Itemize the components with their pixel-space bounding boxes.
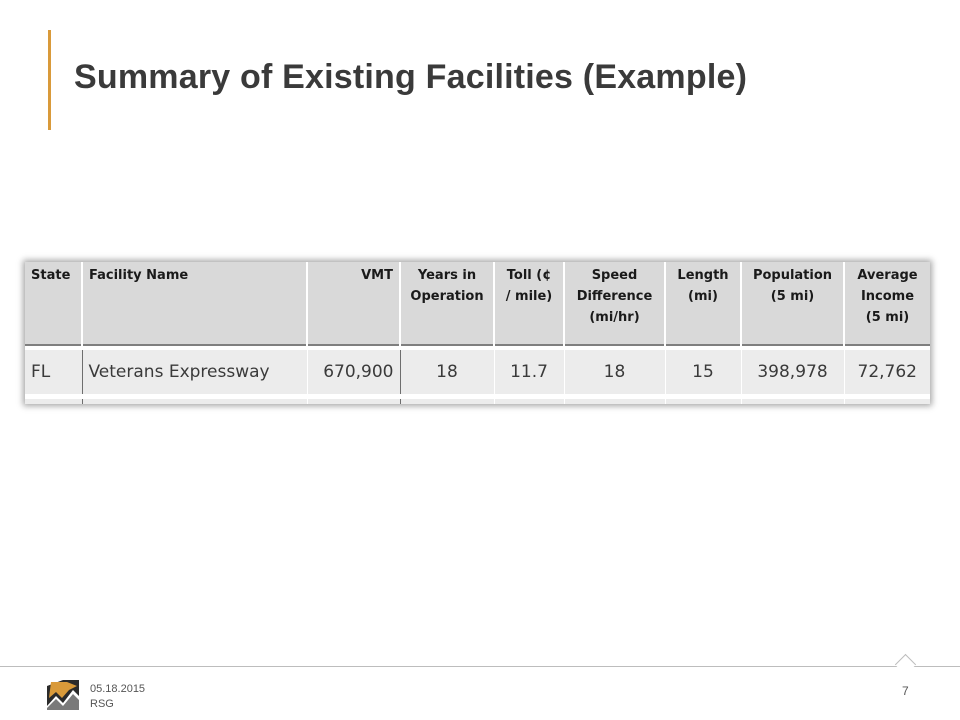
header-average-income: Average Income (5 mi): [844, 262, 930, 345]
footer-divider: [0, 666, 960, 667]
header-state: State: [25, 262, 83, 345]
slide-title: Summary of Existing Facilities (Example): [74, 58, 748, 96]
row-separator: [25, 394, 930, 399]
header-years-in-operation: Years in Operation: [400, 262, 495, 345]
table-header-row: State Facility Name VMT Years in Operati…: [25, 262, 930, 345]
footer-date: 05.18.2015: [90, 683, 146, 695]
cell-length: 15: [665, 350, 742, 394]
header-toll: Toll (¢ / mile): [494, 262, 565, 345]
cell-speed-difference: 18: [564, 350, 666, 394]
table-row-cropped: [25, 399, 930, 404]
header-population: Population (5 mi): [741, 262, 845, 345]
cell-facility-name: Veterans Expressway: [82, 350, 308, 394]
header-vmt: VMT: [307, 262, 401, 345]
header-length: Length (mi): [665, 262, 742, 345]
title-accent-bar: [48, 30, 51, 130]
header-speed-difference: Speed Difference (mi/hr): [564, 262, 666, 345]
footer-notch: [894, 653, 917, 676]
cell-years-in-operation: 18: [400, 350, 495, 394]
facilities-table: State Facility Name VMT Years in Operati…: [25, 262, 930, 404]
page-number: 7: [902, 684, 909, 698]
cell-state: FL: [25, 350, 83, 394]
header-facility-name: Facility Name: [82, 262, 308, 345]
facilities-table-image: State Facility Name VMT Years in Operati…: [25, 262, 930, 404]
cell-average-income: 72,762: [844, 350, 930, 394]
header-separator: [25, 344, 930, 350]
table-row: FL Veterans Expressway 670,900 18 11.7 1…: [25, 350, 930, 394]
cell-population: 398,978: [741, 350, 845, 394]
rsg-mountain-logo-icon: [47, 680, 79, 710]
footer-org: RSG: [90, 698, 114, 710]
cell-toll: 11.7: [494, 350, 565, 394]
cell-vmt: 670,900: [307, 350, 401, 394]
